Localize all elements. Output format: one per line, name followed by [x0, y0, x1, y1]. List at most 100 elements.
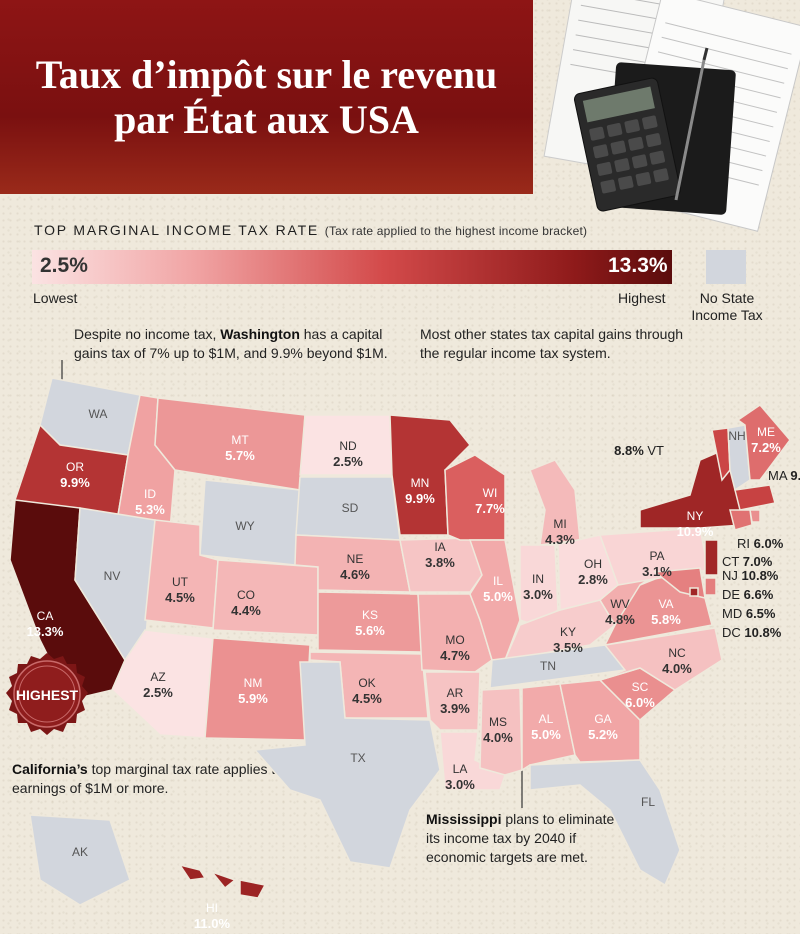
us-state-tax-map: WAOR9.9%CA13.3%ID5.3%NVMT5.7%WYUT4.5%AZ2… — [9, 360, 800, 931]
rate-ky: 3.5% — [553, 640, 583, 655]
california-note-bold: California’s — [12, 761, 88, 777]
label-mo: MO — [445, 633, 464, 647]
label-ca: CA — [37, 609, 54, 623]
label-wa: WA — [89, 407, 108, 421]
label-al: AL — [539, 712, 554, 726]
label-ne: NE — [347, 552, 364, 566]
rate-mo: 4.7% — [440, 648, 470, 663]
legend-heading-text: TOP MARGINAL INCOME TAX RATE — [34, 222, 320, 238]
rate-az: 2.5% — [143, 685, 173, 700]
label-mi: MI — [553, 517, 566, 531]
state-mt — [154, 397, 306, 491]
label-hi: HI — [206, 901, 218, 915]
label-la: LA — [453, 762, 468, 776]
rate-id: 5.3% — [135, 502, 165, 517]
label-sd: SD — [342, 501, 359, 515]
title-banner: Taux d’impôt sur le revenu par État aux … — [0, 0, 533, 194]
label-ky: KY — [560, 625, 576, 639]
rate-sc: 6.0% — [625, 695, 655, 710]
label-nm: NM — [244, 676, 263, 690]
rate-wi: 7.7% — [475, 501, 505, 516]
label-nc: NC — [668, 646, 686, 660]
label-wy: WY — [235, 519, 254, 533]
state-nc — [599, 627, 723, 691]
highest-seal-badge: HIGHEST — [6, 653, 88, 735]
rate-ca: 13.3% — [27, 624, 64, 639]
rate-ne: 4.6% — [340, 567, 370, 582]
state-me — [736, 404, 791, 481]
label-wv: WV — [610, 597, 629, 611]
rate-me: 7.2% — [751, 440, 781, 455]
label-tx: TX — [350, 751, 365, 765]
legend-color-scale — [32, 250, 672, 284]
label-dc: DC 10.8% — [722, 625, 782, 640]
rate-hi: 11.0% — [194, 916, 231, 931]
state-ks — [317, 591, 423, 653]
label-mt: MT — [231, 433, 249, 447]
state-de — [704, 577, 717, 596]
state-al — [521, 683, 576, 772]
badge-text: HIGHEST — [16, 687, 79, 703]
tax-forms-calculator-illustration — [543, 0, 800, 232]
legend-high-value: 13.3% — [608, 254, 668, 277]
label-nh: NH — [728, 429, 745, 443]
label-ak: AK — [72, 845, 88, 859]
rate-ia: 3.8% — [425, 555, 455, 570]
label-mn: MN — [411, 476, 430, 490]
rate-in: 3.0% — [523, 587, 553, 602]
rate-nd: 2.5% — [333, 454, 363, 469]
legend-low-value: 2.5% — [40, 254, 88, 277]
label-in: IN — [532, 572, 544, 586]
rate-mn: 9.9% — [405, 491, 435, 506]
washington-note-post: has a capital gains tax of 7% up to $1M,… — [74, 326, 388, 361]
washington-note: Despite no income tax, Washington has a … — [74, 325, 404, 363]
states-layer — [9, 377, 791, 906]
legend-no-tax-swatch — [706, 250, 746, 284]
label-ct: CT 7.0% — [722, 554, 773, 569]
capital-gains-note: Most other states tax capital gains thro… — [420, 326, 684, 361]
mississippi-note-post: plans to eliminate its income tax by 204… — [426, 811, 615, 865]
label-wi: WI — [483, 486, 498, 500]
rate-mi: 4.3% — [545, 532, 575, 547]
mississippi-note-bold: Mississippi — [426, 811, 502, 827]
state-ct — [729, 509, 753, 531]
washington-note-bold: Washington — [220, 326, 300, 342]
rate-wv: 4.8% — [605, 612, 635, 627]
label-vt: 8.8% VT — [614, 443, 664, 458]
state-labels-layer: WAOR9.9%CA13.3%ID5.3%NVMT5.7%WYUT4.5%AZ2… — [27, 407, 800, 931]
label-ny: NY — [687, 509, 704, 523]
rate-mt: 5.7% — [225, 448, 255, 463]
rate-nm: 5.9% — [238, 691, 268, 706]
state-ma — [734, 484, 776, 511]
label-ms: MS — [489, 715, 507, 729]
california-note: California’s top marginal tax rate appli… — [12, 760, 292, 798]
label-ga: GA — [594, 712, 611, 726]
label-oh: OH — [584, 557, 602, 571]
label-nd: ND — [339, 439, 357, 453]
legend-heading: TOP MARGINAL INCOME TAX RATE (Tax rate a… — [34, 222, 587, 238]
label-az: AZ — [150, 670, 165, 684]
label-va: VA — [658, 597, 673, 611]
label-co: CO — [237, 588, 255, 602]
label-ut: UT — [172, 575, 189, 589]
state-ar — [424, 671, 481, 731]
label-ia: IA — [434, 540, 445, 554]
label-ri: RI 6.0% — [737, 536, 784, 551]
mississippi-note: Mississippi plans to eliminate its incom… — [426, 810, 626, 867]
legend-highest-label: Highest — [618, 290, 666, 306]
label-il: IL — [493, 574, 503, 588]
state-ak — [29, 814, 131, 906]
label-md: MD 6.5% — [722, 606, 776, 621]
label-ar: AR — [447, 686, 464, 700]
state-co — [212, 559, 319, 636]
legend-subheading: (Tax rate applied to the highest income … — [324, 224, 588, 238]
state-nj — [704, 539, 719, 576]
label-fl: FL — [641, 795, 655, 809]
label-nv: NV — [104, 569, 121, 583]
page-title: Taux d’impôt sur le revenu par État aux … — [35, 52, 498, 142]
rate-co: 4.4% — [231, 603, 261, 618]
washington-note-pre: Despite no income tax, — [74, 326, 221, 342]
state-nh — [727, 424, 751, 492]
label-or: OR — [66, 460, 84, 474]
rate-la: 3.0% — [445, 777, 475, 792]
